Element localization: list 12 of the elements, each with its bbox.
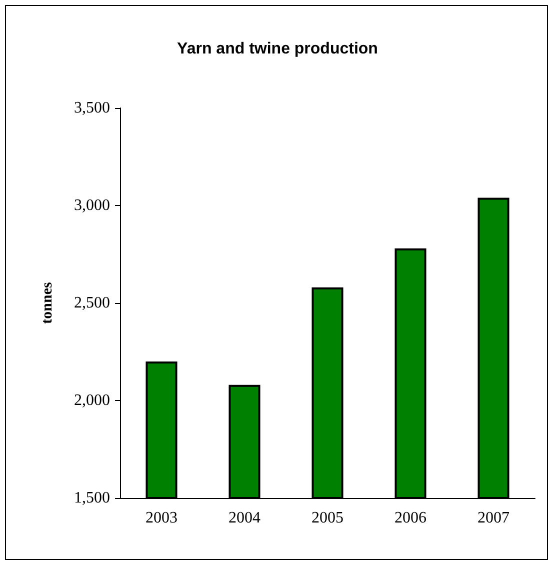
chart-title: Yarn and twine production: [177, 40, 378, 58]
y-axis-title: tonnes: [40, 282, 56, 324]
x-tick-label: 2006: [394, 510, 426, 526]
x-tick-label: 2005: [312, 510, 344, 526]
x-tick-label: 2007: [478, 510, 510, 526]
y-tick-label: 1,500: [74, 490, 110, 506]
x-tick-label: 2003: [146, 510, 178, 526]
y-tick-label: 2,000: [74, 392, 110, 409]
y-tick-label: 3,500: [74, 100, 110, 116]
x-tick-label: 2004: [228, 510, 260, 526]
y-tick-label: 2,500: [74, 294, 110, 312]
y-tick-label: 3,000: [74, 197, 110, 214]
